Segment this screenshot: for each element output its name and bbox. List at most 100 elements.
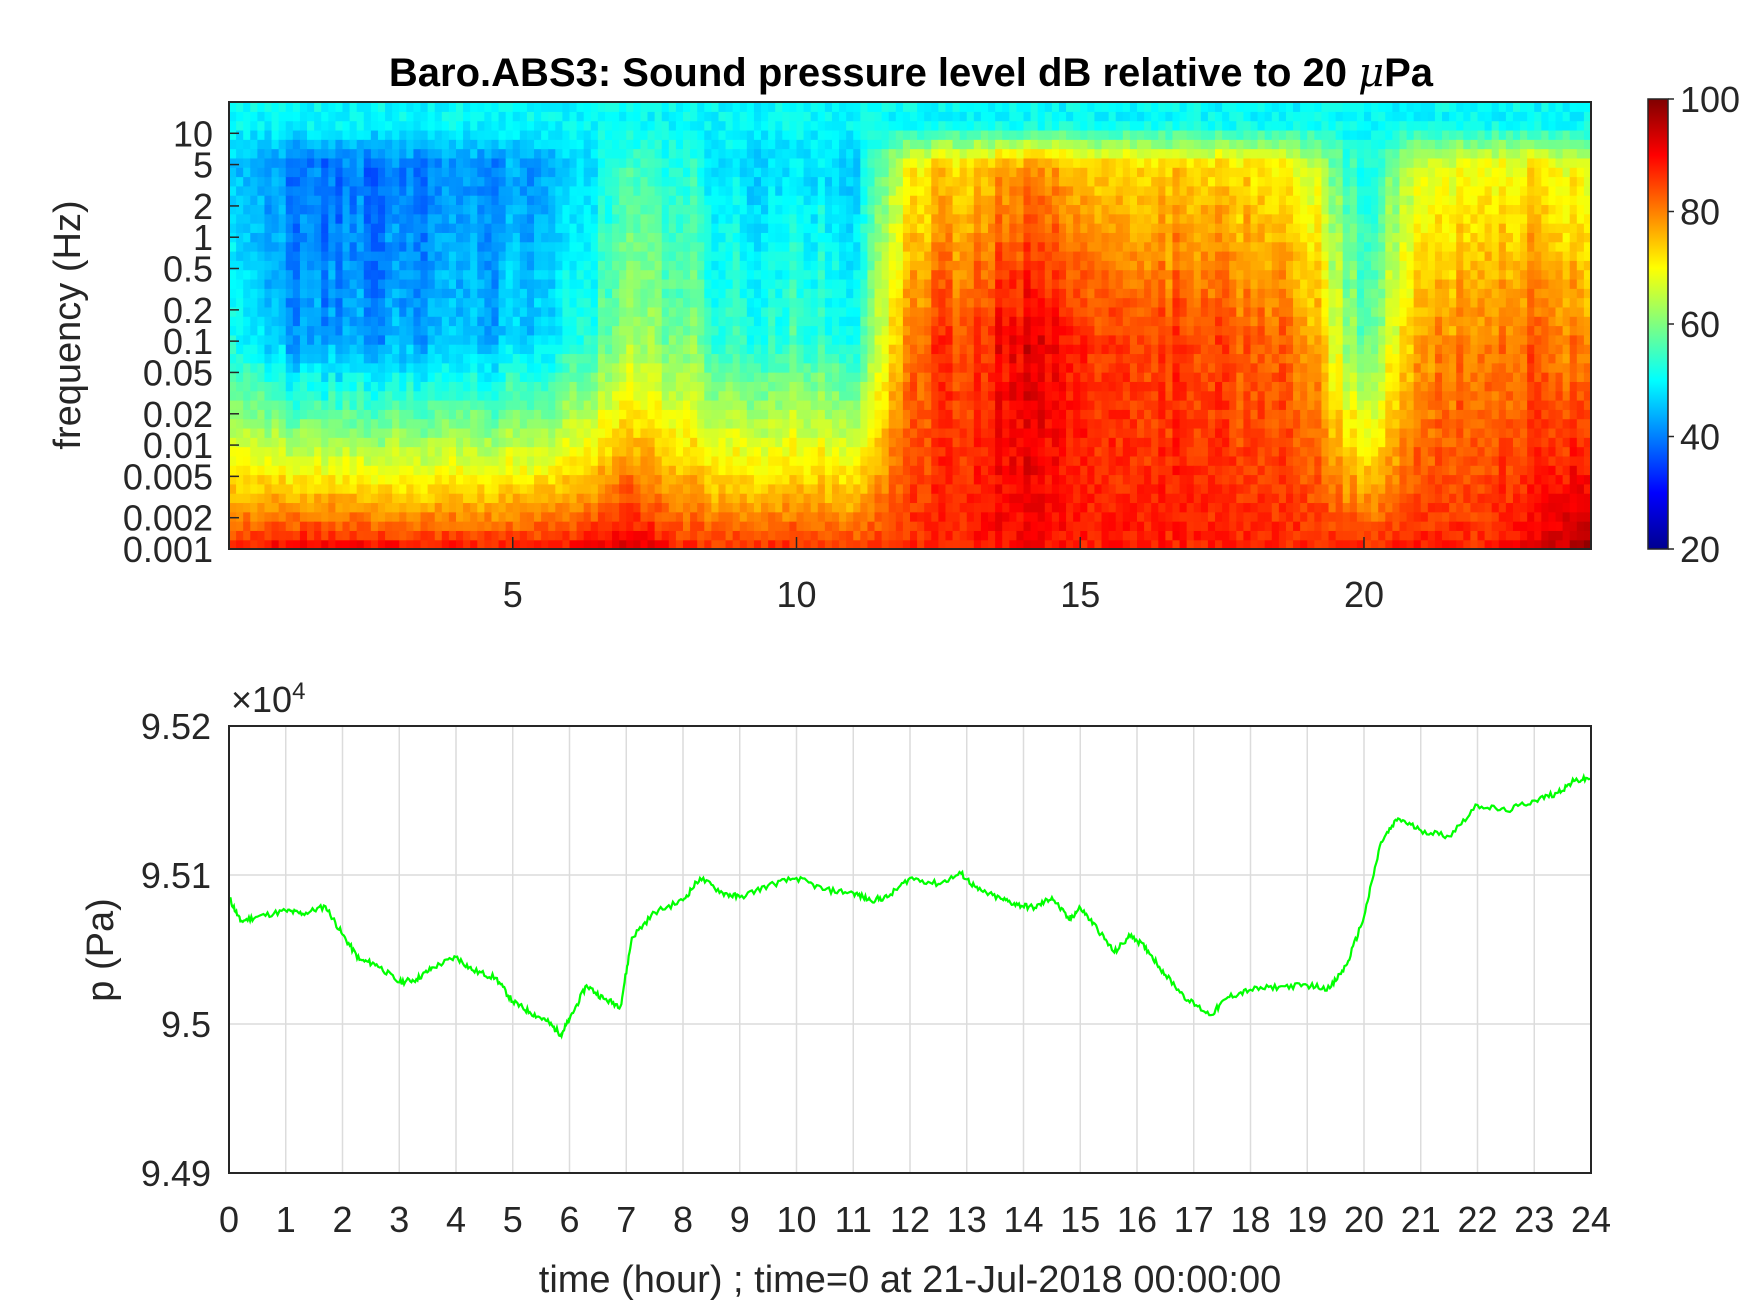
spectrogram-cell — [555, 297, 563, 308]
spectrogram-cell — [597, 139, 606, 150]
spectrogram-cell — [604, 306, 613, 317]
spectrogram-cell — [597, 381, 606, 392]
spectrogram-cell — [328, 483, 336, 494]
spectrogram-cell — [299, 334, 308, 345]
spectrogram-cell — [392, 316, 400, 327]
spectrogram-cell — [420, 455, 429, 466]
spectrogram-cell — [456, 353, 464, 364]
spectrogram-cell — [959, 213, 968, 224]
spectrogram-cell — [604, 232, 613, 243]
spectrogram-cell — [881, 530, 890, 541]
spectrogram-cell — [746, 167, 755, 178]
spectrogram-cell — [250, 129, 258, 140]
spectrogram-cell — [434, 157, 443, 168]
spectrogram-cell — [229, 362, 237, 373]
spectrogram-cell — [945, 102, 954, 112]
spectrogram-cell — [385, 325, 393, 336]
spectrogram-cell — [292, 120, 301, 131]
spectrogram-cell — [768, 251, 776, 261]
spectrogram-cell — [675, 148, 684, 159]
spectrogram-cell — [328, 213, 336, 224]
spectrogram-cell — [683, 400, 691, 410]
spectrogram-cell — [775, 139, 783, 150]
spectrogram-cell — [534, 418, 542, 429]
spectrogram-cell — [775, 176, 783, 187]
spectrogram-cell — [541, 288, 549, 299]
spectrogram-cell — [512, 102, 521, 112]
spectrogram-cell — [307, 427, 315, 438]
spectrogram-cell — [775, 381, 783, 392]
spectrogram-cell — [633, 260, 642, 271]
spectrogram-cell — [576, 288, 585, 299]
spectrogram-cell — [314, 213, 322, 224]
spectrogram-cell — [895, 521, 904, 531]
spectrogram-cell — [931, 185, 939, 196]
spectrogram-cell — [626, 111, 634, 122]
spectrogram-cell — [938, 381, 947, 392]
spectrogram-cell — [661, 195, 670, 206]
spectrogram-cell — [874, 120, 883, 131]
spectrogram-cell — [604, 157, 613, 168]
spectrogram-cell — [349, 139, 358, 150]
spectrogram-cell — [243, 521, 251, 531]
spectrogram-cell — [945, 241, 954, 252]
spectrogram-cell — [846, 129, 854, 140]
spectrogram-cell — [959, 530, 968, 541]
spectrogram-cell — [874, 167, 883, 178]
spectrogram-cell — [697, 176, 705, 187]
spectrogram-cell — [229, 278, 237, 289]
spectrogram-cell — [349, 539, 358, 550]
spectrogram-cell — [810, 260, 819, 271]
spectrogram-cell — [626, 213, 634, 224]
spectrogram-cell — [775, 316, 783, 327]
spectrogram-cell — [853, 251, 861, 261]
spectrogram-cell — [335, 185, 344, 196]
spectrogram-cell — [952, 251, 961, 261]
spectrogram-cell — [406, 297, 415, 308]
spectrogram-cell — [299, 241, 308, 252]
spectrogram-cell — [456, 362, 464, 373]
spectrogram-cell — [370, 521, 379, 531]
spectrogram-cell — [839, 353, 847, 364]
spectrogram-cell — [952, 195, 961, 206]
spectrogram-cell — [271, 176, 280, 187]
spectrogram-cell — [434, 530, 443, 541]
spectrogram-cell — [761, 362, 769, 373]
spectrogram-cell — [704, 213, 712, 224]
spectrogram-cell — [491, 521, 500, 531]
spectrogram-cell — [463, 400, 471, 410]
spectrogram-cell — [640, 297, 649, 308]
spectrogram-cell — [661, 213, 670, 224]
spectrogram-cell — [853, 195, 861, 206]
spectrogram-cell — [612, 157, 620, 168]
spectrogram-cell — [229, 465, 237, 476]
spectrogram-cell — [534, 325, 542, 336]
spectrogram-cell — [590, 223, 599, 233]
spectrogram-cell — [342, 288, 351, 299]
spectrogram-cell — [739, 455, 748, 466]
spectrogram-cell — [860, 493, 869, 504]
spectrogram-cell — [229, 176, 237, 187]
spectrogram-cell — [824, 446, 833, 457]
spectrogram-cell — [314, 511, 322, 522]
spectrogram-cell — [924, 372, 932, 382]
spectrogram-cell — [377, 288, 386, 299]
spectrogram-cell — [236, 278, 244, 289]
spectrogram-cell — [917, 278, 925, 289]
spectrogram-cell — [377, 316, 386, 327]
spectrogram-cell — [314, 102, 322, 112]
spectrogram-cell — [583, 502, 592, 513]
spectrogram-cell — [789, 111, 798, 122]
spectrogram-cell — [562, 437, 571, 448]
spectrogram-cell — [377, 474, 386, 485]
spectrogram-cell — [640, 260, 649, 271]
spectrogram-cell — [576, 530, 585, 541]
spectrogram-cell — [271, 437, 280, 448]
spectrogram-cell — [448, 446, 457, 457]
spectrogram-cell — [349, 176, 358, 187]
spectrogram-cell — [250, 502, 258, 513]
spectrogram-cell — [910, 446, 918, 457]
spectrogram-cell — [229, 120, 237, 131]
spectrogram-cell — [683, 288, 691, 299]
spectrogram-cell — [307, 465, 315, 476]
